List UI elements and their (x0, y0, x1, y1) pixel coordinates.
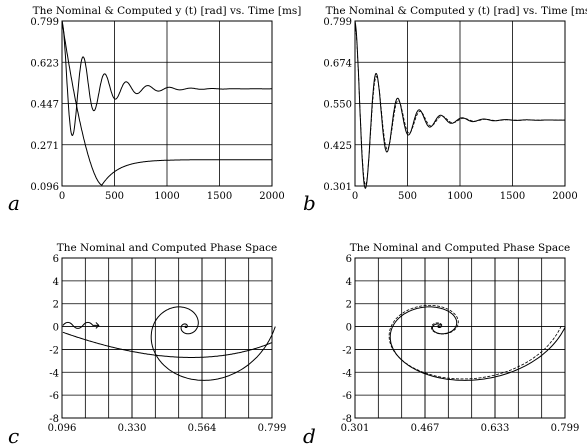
x-tick-label: 500 (398, 191, 417, 202)
y-tick-label: 0.799 (323, 17, 352, 28)
y-tick-label: 0 (346, 323, 352, 334)
panel-c: The Nominal and Computed Phase Space 0.09… (8, 242, 286, 445)
x-tick-label: 0 (352, 191, 358, 202)
y-tick-label: -6 (49, 391, 59, 402)
panel-label: d (303, 424, 316, 445)
series-line-2 (61, 20, 273, 186)
y-tick-label: 0 (53, 323, 59, 334)
y-tick-label: 0.623 (30, 58, 59, 69)
x-tick-label: 0.301 (341, 423, 370, 434)
x-tick-label: 0.096 (48, 423, 77, 434)
x-tick-label: 0.330 (118, 423, 147, 434)
panel-label: a (8, 191, 20, 215)
y-tick-label: 2 (53, 300, 59, 311)
x-tick-label: 0.799 (258, 423, 287, 434)
x-tick-label: 1500 (207, 191, 232, 202)
series-line-2 (62, 331, 273, 358)
y-tick-label: 0.096 (30, 182, 59, 193)
y-tick-label: 2 (346, 300, 352, 311)
x-tick-label: 0 (59, 191, 65, 202)
y-tick-label: -2 (49, 345, 59, 356)
x-tick-label: 0.633 (481, 423, 510, 434)
x-tick-label: 0.564 (188, 423, 217, 434)
plot-frame (61, 257, 273, 419)
panel-label: b (303, 191, 316, 215)
y-tick-label: -8 (49, 414, 59, 425)
arrow-annotation (62, 321, 100, 329)
y-tick-label: 0.674 (323, 58, 352, 69)
y-tick-label: -8 (342, 414, 352, 425)
series-line-2 (354, 23, 565, 186)
y-tick-label: -4 (49, 368, 59, 379)
series-line-2 (388, 305, 562, 380)
y-tick-label: 0.301 (323, 182, 352, 193)
y-tick-label: 4 (53, 277, 59, 288)
x-tick-label: 0.467 (411, 423, 440, 434)
chart-title: The Nominal and Computed Phase Space (57, 242, 278, 254)
panel-d: The Nominal and Computed Phase Space 0.30… (303, 242, 579, 445)
x-tick-label: 2000 (259, 191, 284, 202)
chart-title: The Nominal & Computed y (t) [rad] vs. T… (326, 5, 587, 17)
y-tick-label: -6 (342, 391, 352, 402)
series-line-1 (150, 306, 276, 381)
chart-title: The Nominal and Computed Phase Space (350, 242, 571, 254)
panel-b: The Nominal & Computed y (t) [rad] vs. T… (303, 5, 587, 215)
y-tick-label: 0.550 (323, 100, 352, 111)
y-tick-label: -2 (342, 345, 352, 356)
x-tick-label: 0.799 (551, 423, 580, 434)
y-tick-label: 0.799 (30, 17, 59, 28)
chart-title: The Nominal & Computed y (t) [rad] vs. T… (33, 5, 302, 17)
panel-label: c (8, 424, 19, 445)
y-tick-label: 6 (53, 254, 59, 265)
y-tick-label: 4 (346, 277, 352, 288)
panel-a: The Nominal & Computed y (t) [rad] vs. T… (8, 5, 301, 215)
y-tick-label: 0.271 (30, 141, 59, 152)
y-tick-label: 0.447 (30, 100, 59, 111)
x-tick-label: 1000 (447, 191, 472, 202)
y-tick-label: 6 (346, 254, 352, 265)
x-tick-label: 500 (105, 191, 124, 202)
x-tick-label: 1500 (500, 191, 525, 202)
y-tick-label: -4 (342, 368, 352, 379)
y-tick-label: 0.425 (323, 141, 352, 152)
series-line-1 (61, 20, 273, 136)
series-line-1 (389, 306, 566, 381)
x-tick-label: 1000 (154, 191, 179, 202)
x-tick-label: 2000 (552, 191, 577, 202)
plot-frame (354, 257, 566, 419)
